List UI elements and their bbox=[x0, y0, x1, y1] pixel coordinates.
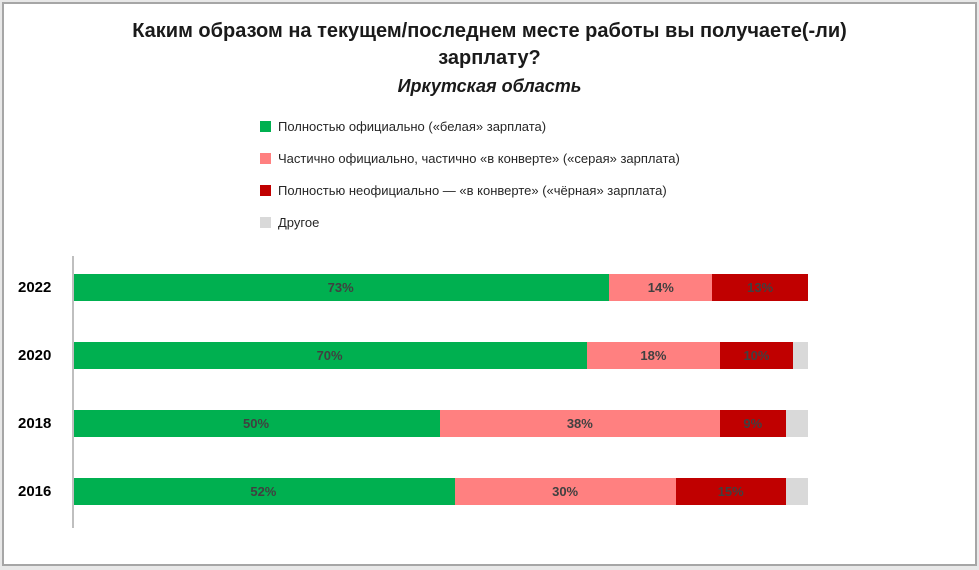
bar-segment: 9% bbox=[719, 410, 786, 437]
legend-swatch-other bbox=[260, 217, 271, 228]
category-label: 2022 bbox=[18, 279, 52, 296]
bar-segment: 18% bbox=[587, 342, 720, 369]
bar-row: 2020 70% 18% 10% bbox=[18, 342, 975, 369]
plot-area: 2022 73% 14% 13% 2020 70% 18% 10% 2018 50% 38% 9% 20… bbox=[4, 256, 975, 528]
legend-label: Другое bbox=[278, 215, 320, 230]
bar-segment bbox=[785, 478, 808, 505]
legend-swatch-black-salary bbox=[260, 185, 271, 196]
bar-segment bbox=[793, 342, 808, 369]
bar-segment-label: 30% bbox=[552, 484, 579, 499]
bar-row: 2018 50% 38% 9% bbox=[18, 410, 975, 437]
legend-swatch-grey-salary bbox=[260, 153, 271, 164]
legend-label: Частично официально, частично «в конверт… bbox=[278, 151, 680, 166]
legend-swatch-white-salary bbox=[260, 121, 271, 132]
bar-segment: 52% bbox=[72, 478, 455, 505]
bar-segment: 13% bbox=[712, 274, 808, 301]
bar-segment bbox=[785, 410, 808, 437]
legend-item: Частично официально, частично «в конверт… bbox=[260, 151, 975, 166]
bar-segment-label: 18% bbox=[640, 348, 667, 363]
bar-segment-label: 9% bbox=[743, 416, 763, 431]
bar-segment-label: 73% bbox=[327, 280, 354, 295]
bar-segment-label: 15% bbox=[717, 484, 744, 499]
bar-segment-label: 13% bbox=[747, 280, 774, 295]
stacked-bar: 73% 14% 13% bbox=[72, 274, 808, 301]
bar-row: 2022 73% 14% 13% bbox=[18, 274, 975, 301]
bar-row: 2016 52% 30% 15% bbox=[18, 478, 975, 505]
bar-segment: 70% bbox=[72, 342, 588, 369]
bar-segment: 14% bbox=[609, 274, 713, 301]
legend-item: Полностью официально («белая» зарплата) bbox=[260, 119, 975, 134]
legend-label: Полностью неофициально — «в конверте» («… bbox=[278, 183, 667, 198]
stacked-bar: 70% 18% 10% bbox=[72, 342, 808, 369]
stacked-bar: 50% 38% 9% bbox=[72, 410, 808, 437]
category-label: 2016 bbox=[18, 483, 52, 500]
bar-segment-label: 52% bbox=[250, 484, 277, 499]
y-axis-line bbox=[72, 256, 74, 528]
category-label: 2020 bbox=[18, 347, 52, 364]
bar-segment-label: 50% bbox=[242, 416, 270, 431]
bar-segment-label: 70% bbox=[316, 348, 343, 363]
bar-segment: 10% bbox=[719, 342, 794, 369]
bar-segment-label: 10% bbox=[743, 348, 770, 363]
bar-segment-label: 14% bbox=[647, 280, 674, 295]
bar-segment-label: 38% bbox=[566, 416, 593, 431]
bar-segment: 73% bbox=[72, 274, 610, 301]
legend-item: Другое bbox=[260, 215, 975, 230]
stacked-bar: 52% 30% 15% bbox=[72, 478, 808, 505]
legend: Полностью официально («белая» зарплата) … bbox=[260, 119, 975, 230]
bar-rows: 2022 73% 14% 13% 2020 70% 18% 10% 2018 50% 38% 9% 20… bbox=[18, 274, 975, 505]
bar-segment: 15% bbox=[675, 478, 786, 505]
category-label: 2018 bbox=[18, 415, 52, 432]
chart-title: Каким образом на текущем/последнем месте… bbox=[132, 20, 847, 69]
chart-subtitle: Иркутская область bbox=[397, 76, 582, 96]
bar-segment: 38% bbox=[440, 410, 720, 437]
legend-item: Полностью неофициально — «в конверте» («… bbox=[260, 183, 975, 198]
bar-segment: 30% bbox=[454, 478, 676, 505]
bar-segment: 50% bbox=[72, 410, 440, 437]
legend-label: Полностью официально («белая» зарплата) bbox=[278, 119, 547, 134]
